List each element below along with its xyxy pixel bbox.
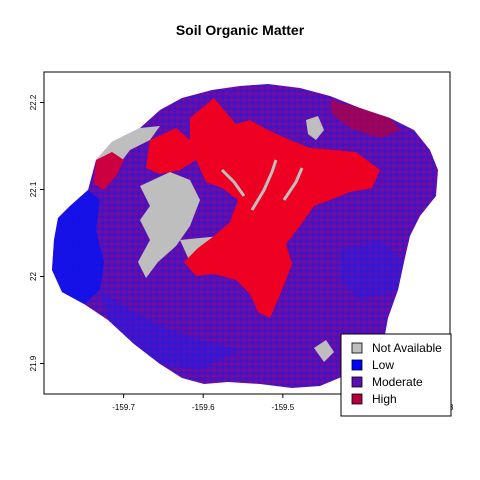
island-map xyxy=(52,84,438,388)
legend-swatch xyxy=(351,376,363,388)
map-title: Soil Organic Matter xyxy=(175,22,305,38)
na-region-west xyxy=(138,172,200,278)
x-tick-label: -159.6 xyxy=(192,403,215,412)
y-axis: 21.9 22 22.1 22.2 xyxy=(29,94,44,371)
na-streams xyxy=(220,159,304,211)
y-tick-label: 22 xyxy=(29,272,38,281)
low-region-west xyxy=(52,190,104,304)
legend-label: High xyxy=(372,392,397,406)
x-tick-label: -159.7 xyxy=(112,403,135,412)
legend-swatch xyxy=(351,342,363,354)
legend-label: Low xyxy=(372,358,394,372)
y-tick-label: 21.9 xyxy=(29,355,38,371)
low-region-east xyxy=(340,240,404,300)
legend-swatch xyxy=(351,393,363,405)
x-tick-label: -159.5 xyxy=(271,403,294,412)
high-region-central xyxy=(184,98,380,318)
low-region-south xyxy=(100,290,240,370)
legend-label: Not Available xyxy=(372,341,442,355)
na-region-east-strip xyxy=(306,116,324,140)
high-region-west-ridge xyxy=(146,128,196,174)
high-region-northeast xyxy=(330,100,400,138)
na-region-southeast xyxy=(314,340,334,362)
y-tick-label: 22.2 xyxy=(29,94,38,110)
legend: Not Available Low Moderate High xyxy=(340,333,452,417)
legend-label: Moderate xyxy=(372,375,423,389)
plot-frame xyxy=(43,71,451,395)
high-region-northwest-strip xyxy=(94,152,124,190)
y-tick-label: 22.1 xyxy=(29,181,38,197)
legend-swatch xyxy=(351,359,363,371)
